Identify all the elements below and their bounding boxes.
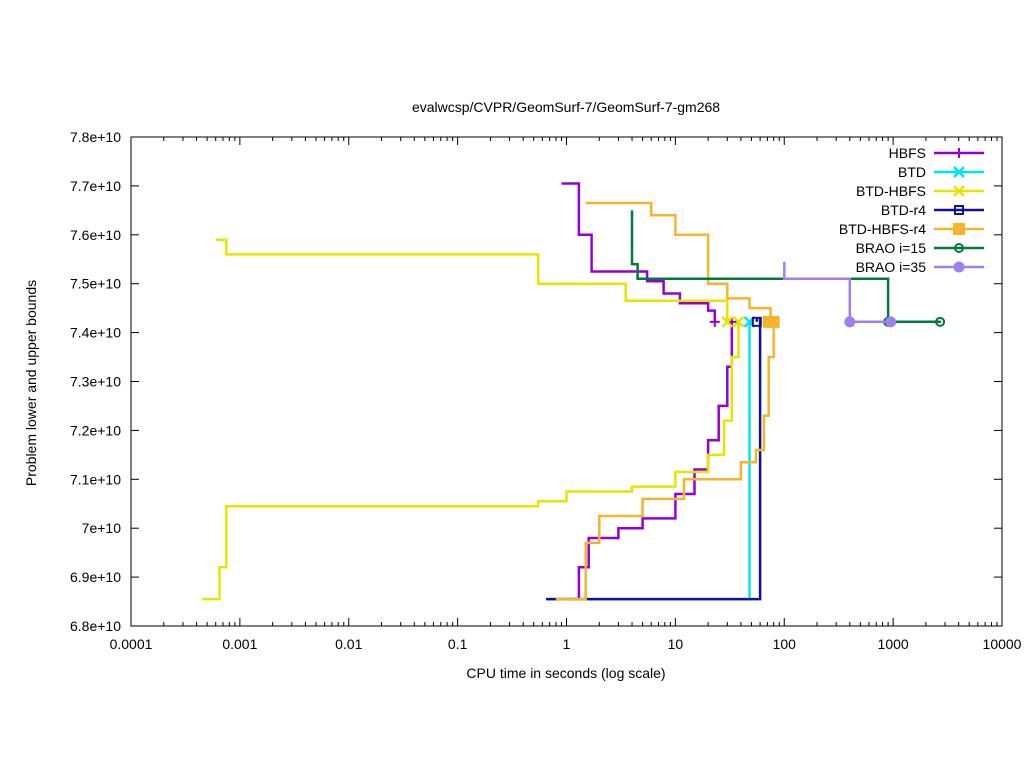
legend-item: BTD <box>898 164 984 180</box>
legend-label: HBFS <box>889 145 926 161</box>
data-point-marker <box>732 315 745 328</box>
legend-item: BRAO i=15 <box>856 240 984 256</box>
legend-item: BTD-r4 <box>881 202 984 218</box>
series-hbfs <box>561 182 737 601</box>
legend-item: BRAO i=35 <box>856 259 984 275</box>
y-tick-label: 7.6e+10 <box>70 227 121 243</box>
legend-marker <box>954 205 964 215</box>
y-tick-label: 7.1e+10 <box>70 471 121 487</box>
legend-marker <box>953 223 965 235</box>
data-point-marker <box>844 316 856 328</box>
x-tick-label: 1000 <box>878 636 909 652</box>
y-tick-label: 7.4e+10 <box>70 325 121 341</box>
x-tick-label: 0.001 <box>222 636 257 652</box>
x-tick-label: 10000 <box>983 636 1022 652</box>
y-tick-label: 7e+10 <box>82 520 122 536</box>
x-tick-label: 100 <box>773 636 797 652</box>
lower-bound-line <box>202 321 740 601</box>
legend-label: BRAO i=15 <box>856 240 927 256</box>
plot-frame <box>130 136 1003 627</box>
x-axis-label: CPU time in seconds (log scale) <box>466 665 665 681</box>
y-tick-label: 7.7e+10 <box>70 178 121 194</box>
x-tick-label: 0.0001 <box>110 636 153 652</box>
data-point-marker <box>885 316 897 328</box>
legend-marker <box>953 261 965 273</box>
upper-bound-line <box>585 201 772 322</box>
y-tick-label: 7.2e+10 <box>70 422 121 438</box>
tick-layer: 0.0001 0.001 0.01 0.1 1 10 100 1000 10000 6.8e+10… <box>70 129 1022 652</box>
y-tick-label: 7.5e+10 <box>70 276 121 292</box>
legend-label: BRAO i=35 <box>856 259 927 275</box>
y-tick-label: 7.3e+10 <box>70 374 121 390</box>
data-point-marker <box>751 316 762 327</box>
legend-marker <box>954 243 964 253</box>
y-axis-label: Problem lower and upper bounds <box>23 280 39 486</box>
series-layer <box>202 182 946 601</box>
data-point-marker <box>721 315 734 328</box>
data-point-marker <box>767 315 780 328</box>
legend-item: HBFS <box>889 145 984 161</box>
x-tick-label: 0.01 <box>335 636 362 652</box>
legend-marker <box>953 185 965 197</box>
legend-label: BTD <box>898 164 926 180</box>
series-btd <box>546 315 756 601</box>
legend-marker <box>953 166 965 178</box>
legend-label: BTD-HBFS-r4 <box>839 221 926 237</box>
series-btd-hbfs <box>202 238 745 601</box>
legend-item: BTD-HBFS <box>856 183 984 199</box>
upper-bound-line <box>215 238 729 322</box>
series-btd-hbfs-r4 <box>555 201 780 601</box>
legend-label: BTD-HBFS <box>856 183 926 199</box>
upper-bound-line <box>783 261 891 324</box>
y-tick-label: 6.8e+10 <box>70 618 121 634</box>
legend-marker <box>954 148 964 158</box>
x-tick-label: 0.1 <box>448 636 468 652</box>
series-btd-r4 <box>546 316 762 601</box>
lower-bound-line <box>546 317 762 601</box>
x-tick-label: 10 <box>668 636 684 652</box>
y-tick-label: 6.9e+10 <box>70 569 121 585</box>
y-tick-label: 7.8e+10 <box>70 129 121 145</box>
chart-title: evalwcsp/CVPR/GeomSurf-7/GeomSurf-7-gm26… <box>412 99 720 115</box>
x-tick-label: 1 <box>563 636 571 652</box>
data-point-marker <box>935 316 946 327</box>
lower-bound-line <box>566 321 734 601</box>
legend-label: BTD-r4 <box>881 202 926 218</box>
legend: HBFS BTD BTD-HBFS BTD-r4 BTD-HBFS-r4 BRAO i=1… <box>839 145 984 275</box>
legend-item: BTD-HBFS-r4 <box>839 221 984 237</box>
series-brao-i-35 <box>783 261 897 328</box>
lower-bound-line <box>555 321 775 601</box>
data-point-marker <box>709 316 720 327</box>
lower-bound-line <box>546 321 751 601</box>
upper-bound-line <box>561 182 717 322</box>
